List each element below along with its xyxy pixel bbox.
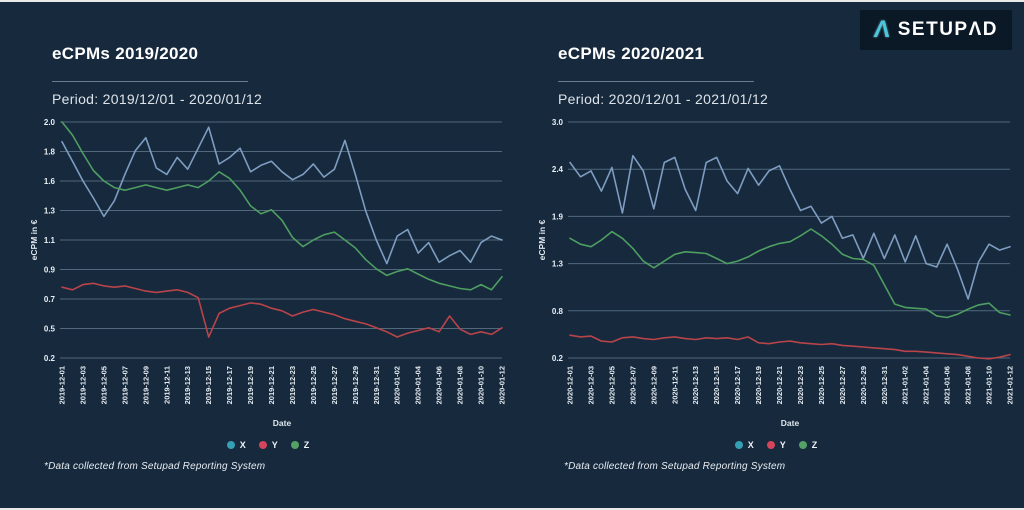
svg-text:2020-12-09: 2020-12-09 [649, 366, 658, 404]
svg-text:eCPM in €: eCPM in € [537, 219, 547, 260]
svg-text:2020-12-25: 2020-12-25 [817, 366, 826, 404]
svg-text:2020-12-31: 2020-12-31 [880, 366, 889, 404]
svg-text:1.3: 1.3 [552, 260, 564, 269]
data-source-note: *Data collected from Setupad Reporting S… [44, 461, 266, 472]
svg-text:2019-12-13: 2019-12-13 [183, 366, 192, 404]
svg-text:2021-01-08: 2021-01-08 [964, 366, 973, 404]
setupad-logo-text: SETUPΛD [897, 19, 998, 40]
svg-text:2019-12-01: 2019-12-01 [58, 366, 67, 404]
svg-text:Date: Date [273, 418, 292, 428]
legend-label-y: Y [779, 440, 786, 450]
svg-text:1.3: 1.3 [44, 207, 56, 216]
svg-text:Date: Date [781, 418, 800, 428]
legend-label-y: Y [271, 440, 278, 450]
legend-dot-x-icon [734, 441, 743, 449]
svg-text:2020-12-23: 2020-12-23 [796, 366, 805, 404]
chart-period-2019-2020: Period: 2019/12/01 - 2020/01/12 [52, 91, 263, 107]
legend-label-z: Z [303, 440, 310, 450]
top-border [0, 0, 1024, 2]
legend-item-y: Y [766, 440, 786, 450]
legend-item-y: Y [258, 440, 278, 450]
svg-text:2019-12-03: 2019-12-03 [79, 366, 88, 404]
svg-text:2020-01-10: 2020-01-10 [477, 366, 486, 404]
svg-text:2019-12-19: 2019-12-19 [246, 366, 255, 404]
svg-text:2020-12-19: 2020-12-19 [754, 366, 763, 404]
legend-item-x: X [226, 440, 246, 450]
svg-text:1.1: 1.1 [44, 236, 56, 245]
svg-text:2019-12-07: 2019-12-07 [120, 366, 129, 404]
svg-text:0.5: 0.5 [44, 325, 56, 334]
svg-text:2019-12-27: 2019-12-27 [330, 366, 339, 404]
svg-text:2019-12-31: 2019-12-31 [372, 366, 381, 404]
svg-text:2020-12-01: 2020-12-01 [566, 366, 575, 404]
legend-item-x: X [734, 440, 754, 450]
svg-text:2021-01-10: 2021-01-10 [985, 366, 994, 404]
setupad-logo-mark-icon: Λ [872, 16, 892, 43]
svg-text:2020-12-13: 2020-12-13 [691, 366, 700, 404]
svg-text:2019-12-17: 2019-12-17 [225, 366, 234, 404]
svg-text:2020-12-27: 2020-12-27 [838, 366, 847, 404]
svg-text:2021-01-06: 2021-01-06 [943, 366, 952, 404]
svg-text:2019-12-09: 2019-12-09 [141, 366, 150, 404]
legend-dot-z-icon [290, 441, 299, 449]
svg-text:0.9: 0.9 [44, 266, 56, 275]
svg-text:1.9: 1.9 [552, 212, 564, 221]
legend-dot-y-icon [766, 441, 775, 449]
svg-text:2020-01-12: 2020-01-12 [498, 366, 507, 404]
data-source-note: *Data collected from Setupad Reporting S… [564, 461, 786, 472]
chart-period-2020-2021: Period: 2020/12/01 - 2021/01/12 [558, 91, 769, 107]
svg-text:2020-12-17: 2020-12-17 [733, 366, 742, 404]
title-underline [558, 81, 754, 82]
svg-text:2020-12-05: 2020-12-05 [607, 366, 616, 404]
svg-text:2021-01-02: 2021-01-02 [901, 366, 910, 404]
chart-title-2020-2021: eCPMs 2020/2021 [558, 44, 705, 63]
svg-text:2020-12-29: 2020-12-29 [859, 366, 868, 404]
svg-text:2020-01-08: 2020-01-08 [456, 366, 465, 404]
title-underline [52, 81, 248, 82]
svg-text:2019-12-11: 2019-12-11 [162, 366, 171, 404]
svg-text:2019-12-05: 2019-12-05 [99, 366, 108, 404]
svg-text:2020-12-21: 2020-12-21 [775, 366, 784, 404]
svg-text:3.0: 3.0 [552, 118, 564, 127]
svg-text:eCPM in €: eCPM in € [29, 219, 39, 260]
svg-text:2019-12-21: 2019-12-21 [267, 366, 276, 404]
svg-text:2020-01-04: 2020-01-04 [414, 365, 423, 404]
svg-text:2021-01-12: 2021-01-12 [1006, 366, 1015, 404]
svg-text:2020-12-07: 2020-12-07 [628, 366, 637, 404]
setupad-logo: Λ SETUPΛD [859, 10, 1012, 50]
svg-text:2.0: 2.0 [44, 118, 56, 127]
legend-dot-y-icon [258, 441, 267, 449]
legend-dot-x-icon [226, 441, 235, 449]
svg-text:2020-01-06: 2020-01-06 [435, 366, 444, 404]
svg-text:1.8: 1.8 [44, 148, 56, 157]
svg-text:0.2: 0.2 [552, 354, 564, 363]
svg-text:2019-12-29: 2019-12-29 [351, 366, 360, 404]
svg-text:2020-12-15: 2020-12-15 [712, 366, 721, 404]
svg-text:2020-12-11: 2020-12-11 [670, 366, 679, 404]
svg-text:2020-12-03: 2020-12-03 [587, 366, 596, 404]
chart-legend-2020-2021: X Y Z [536, 440, 1016, 450]
svg-text:1.6: 1.6 [44, 177, 56, 186]
legend-dot-z-icon [798, 441, 807, 449]
chart-legend-2019-2020: X Y Z [28, 440, 508, 450]
svg-text:2019-12-15: 2019-12-15 [204, 366, 213, 404]
svg-text:2.4: 2.4 [552, 165, 564, 174]
legend-item-z: Z [290, 440, 310, 450]
legend-item-z: Z [798, 440, 818, 450]
svg-text:0.7: 0.7 [44, 295, 56, 304]
svg-text:2021-01-04: 2021-01-04 [922, 365, 931, 404]
legend-label-z: Z [811, 440, 818, 450]
svg-text:2019-12-23: 2019-12-23 [288, 366, 297, 404]
svg-text:2019-12-25: 2019-12-25 [309, 366, 318, 404]
bottom-border [0, 508, 1024, 510]
chart-title-2019-2020: eCPMs 2019/2020 [52, 44, 199, 63]
svg-text:0.8: 0.8 [552, 307, 564, 316]
svg-text:2020-01-02: 2020-01-02 [393, 366, 402, 404]
legend-label-x: X [239, 440, 246, 450]
legend-label-x: X [747, 440, 754, 450]
svg-text:0.2: 0.2 [44, 354, 56, 363]
